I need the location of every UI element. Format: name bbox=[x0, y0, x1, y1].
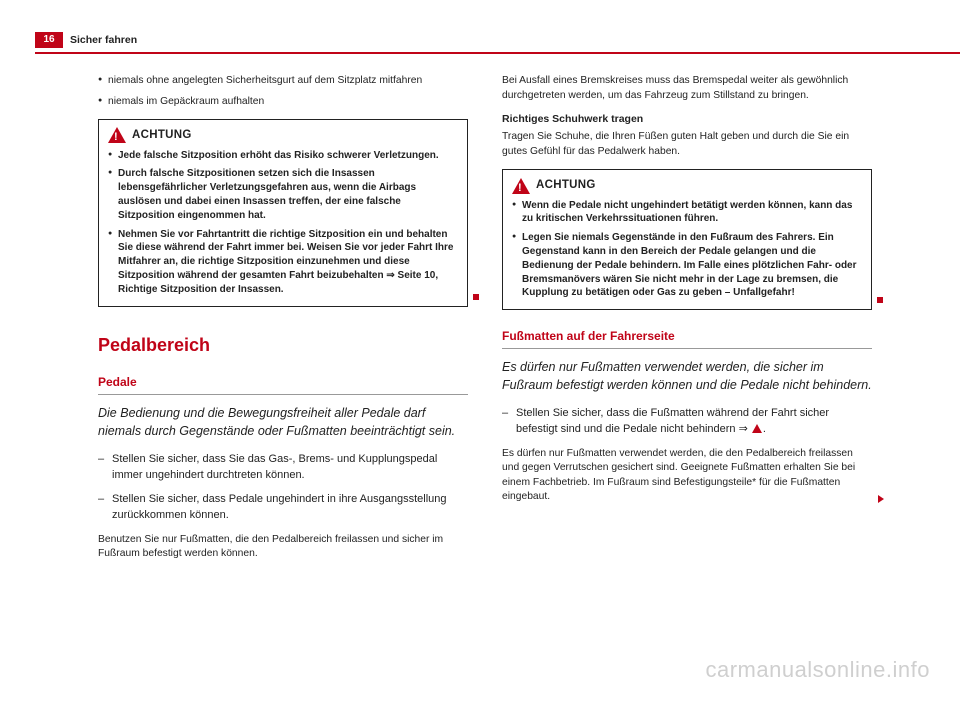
warning-item: Durch falsche Sitzpositionen setzen sich… bbox=[108, 167, 458, 222]
warning-triangle-icon: ! bbox=[512, 178, 530, 194]
warning-item: Nehmen Sie vor Fahrtantritt die richtige… bbox=[108, 228, 458, 297]
column-left: niemals ohne angelegten Sicherheitsgurt … bbox=[98, 74, 468, 571]
warning-title: ACHTUNG bbox=[536, 177, 596, 193]
body-paragraph: Es dürfen nur Fußmatten verwendet werden… bbox=[502, 447, 872, 505]
intro-text: Die Bedienung und die Bewegungsfreiheit … bbox=[98, 405, 468, 440]
body-paragraph: Tragen Sie Schuhe, die Ihren Füßen guten… bbox=[502, 130, 872, 159]
warning-box: ! ACHTUNG Wenn die Pedale nicht ungehind… bbox=[502, 169, 872, 310]
instruction-item: Stellen Sie sicher, dass Sie das Gas-, B… bbox=[98, 452, 468, 483]
warning-header: ! ACHTUNG bbox=[512, 177, 862, 193]
subsection-heading: Pedale bbox=[98, 374, 468, 395]
warning-item: Legen Sie niemals Gegenstände in den Fuß… bbox=[512, 231, 862, 300]
page-header: 16 Sicher fahren bbox=[50, 32, 910, 56]
paragraph-text: Es dürfen nur Fußmatten verwendet werden… bbox=[502, 448, 855, 503]
body-paragraph: Bei Ausfall eines Bremskreises muss das … bbox=[502, 74, 872, 103]
warning-triangle-icon bbox=[752, 424, 762, 433]
list-item: niemals ohne angelegten Sicherheitsgurt … bbox=[98, 74, 468, 89]
intro-text: Es dürfen nur Fußmatten verwendet werden… bbox=[502, 359, 872, 394]
content-columns: niemals ohne angelegten Sicherheitsgurt … bbox=[98, 74, 910, 571]
warning-item: Wenn die Pedale nicht ungehindert betäti… bbox=[512, 199, 862, 227]
warning-header: ! ACHTUNG bbox=[108, 127, 458, 143]
column-right: Bei Ausfall eines Bremskreises muss das … bbox=[502, 74, 872, 571]
warning-triangle-icon: ! bbox=[108, 127, 126, 143]
instruction-item: Stellen Sie sicher, dass die Fußmatten w… bbox=[502, 406, 872, 437]
header-rule bbox=[35, 52, 960, 54]
continuation-arrow-icon bbox=[878, 495, 884, 503]
bold-subheading: Richtiges Schuhwerk tragen bbox=[502, 112, 872, 127]
section-title: Pedalbereich bbox=[98, 333, 468, 359]
end-marker-icon bbox=[877, 297, 883, 303]
manual-page: 16 Sicher fahren niemals ohne angelegten… bbox=[0, 0, 960, 701]
warning-title: ACHTUNG bbox=[132, 127, 192, 143]
body-paragraph: Benutzen Sie nur Fußmatten, die den Peda… bbox=[98, 533, 468, 562]
chapter-title: Sicher fahren bbox=[70, 34, 137, 46]
page-number: 16 bbox=[35, 32, 63, 48]
instruction-text: Stellen Sie sicher, dass die Fußmatten w… bbox=[516, 407, 829, 435]
end-marker-icon bbox=[473, 294, 479, 300]
subsection-heading: Fußmatten auf der Fahrerseite bbox=[502, 328, 872, 349]
warning-box: ! ACHTUNG Jede falsche Sitzposition erhö… bbox=[98, 119, 468, 306]
warning-item: Jede falsche Sitzposition erhöht das Ris… bbox=[108, 149, 458, 163]
list-item: niemals im Gepäckraum aufhalten bbox=[98, 95, 468, 110]
watermark: carmanualsonline.info bbox=[705, 657, 930, 683]
instruction-item: Stellen Sie sicher, dass Pedale ungehind… bbox=[98, 492, 468, 523]
